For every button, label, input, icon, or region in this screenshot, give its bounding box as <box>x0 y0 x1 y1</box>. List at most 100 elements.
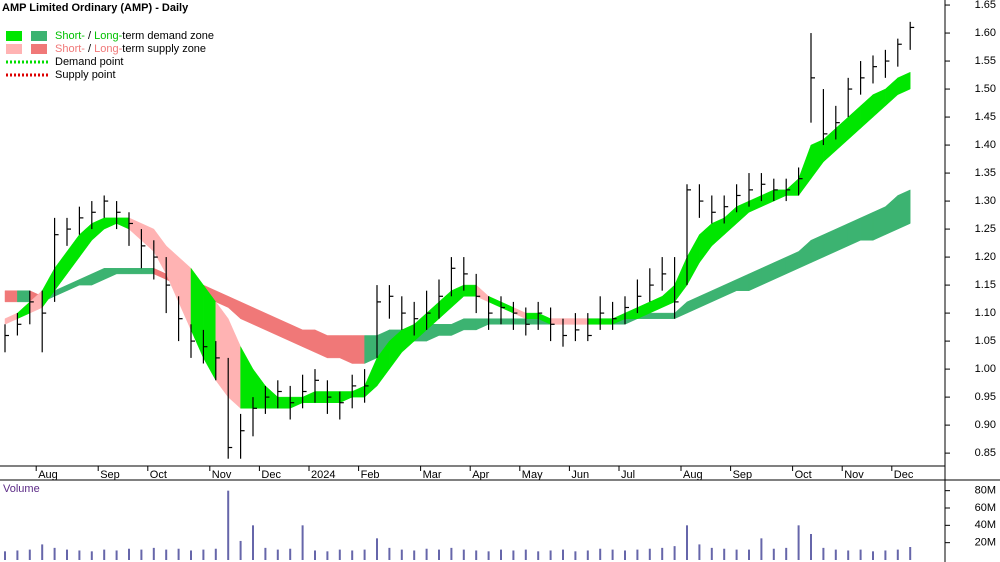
legend-swatch <box>31 31 47 41</box>
y-tick-label: 0.95 <box>975 391 996 403</box>
long-zone <box>649 312 663 319</box>
volume-bar <box>772 548 775 560</box>
y-tick-label: 1.00 <box>975 363 996 375</box>
short-zone <box>562 318 576 325</box>
volume-bar <box>636 549 639 560</box>
volume-bar <box>103 549 106 560</box>
volume-bar <box>896 549 899 560</box>
volume-bar <box>710 547 713 560</box>
volume-bar <box>115 550 118 560</box>
long-zone <box>327 335 341 359</box>
x-tick-label: Oct <box>150 469 167 481</box>
long-zone <box>872 206 886 241</box>
y-tick-label: 1.15 <box>975 279 996 291</box>
volume-bar <box>909 547 912 560</box>
volume-bar <box>90 551 93 560</box>
volume-tick-label: 40M <box>975 519 996 531</box>
long-zone <box>525 318 539 325</box>
long-zone <box>351 335 365 364</box>
x-tick-label: Apr <box>472 469 489 481</box>
x-tick-label: Aug <box>683 469 703 481</box>
legend-text-part: term supply zone <box>122 43 206 55</box>
short-zone <box>215 301 229 398</box>
short-zone <box>314 391 328 403</box>
volume-bar <box>351 550 354 560</box>
volume-bar <box>264 547 267 560</box>
short-zone <box>277 396 291 409</box>
volume-bar <box>586 550 589 560</box>
volume-bar <box>66 549 68 560</box>
long-zone <box>513 318 527 325</box>
volume-bar <box>524 549 527 560</box>
volume-bar <box>28 549 31 560</box>
volume-bar <box>562 549 564 560</box>
legend-text-part: Long- <box>94 43 122 55</box>
volume-bar <box>810 534 812 560</box>
volume-bar <box>78 550 81 560</box>
y-tick-label: 1.05 <box>975 335 996 347</box>
volume-bar <box>239 540 242 560</box>
volume-bar <box>289 548 292 560</box>
x-tick-label: Feb <box>361 469 380 481</box>
volume-bar <box>363 549 366 560</box>
y-tick-label: 0.85 <box>975 447 996 459</box>
y-tick-label: 1.30 <box>975 195 996 207</box>
volume-bar <box>661 547 664 560</box>
volume-bar <box>735 549 738 560</box>
volume-bar <box>214 548 217 560</box>
legend-label: Demand point <box>55 56 124 68</box>
volume-bar <box>400 549 403 560</box>
legend-swatch <box>6 31 22 41</box>
volume-bar <box>438 549 440 560</box>
volume-tick-label: 80M <box>975 485 996 497</box>
volume-tick-label: 60M <box>975 502 996 514</box>
short-zone <box>463 284 477 297</box>
short-zone <box>587 318 601 325</box>
volume-bar <box>599 548 602 560</box>
x-tick-label: Dec <box>261 469 281 481</box>
y-tick-label: 1.60 <box>975 27 996 39</box>
short-zone <box>550 318 564 325</box>
legend-text-part: Short- <box>55 43 85 55</box>
volume-bar <box>500 549 502 560</box>
legend-text-part: Long- <box>94 30 122 42</box>
volume-bar <box>202 549 205 560</box>
legend-text-part: term demand zone <box>122 30 214 42</box>
volume-bar <box>450 547 453 560</box>
y-tick-label: 1.55 <box>975 55 996 67</box>
long-zone <box>141 268 155 275</box>
volume-tick-label: 20M <box>975 537 996 549</box>
x-tick-label: Mar <box>423 469 442 481</box>
x-tick-label: Nov <box>844 469 864 481</box>
x-tick-label: Nov <box>212 469 232 481</box>
x-tick-label: Jun <box>571 469 589 481</box>
volume-bar <box>698 544 701 560</box>
volume-bar <box>760 538 763 560</box>
volume-bar <box>686 525 688 560</box>
volume-bar <box>128 548 130 560</box>
volume-bar <box>748 549 750 560</box>
axes: 0.85 0.90 0.95 1.00 1.05 1.10 1.15 1.20 1.25 1.30… <box>35 0 996 549</box>
x-tick-label: Oct <box>795 469 812 481</box>
volume-bars <box>4 490 912 560</box>
volume-label: Volume <box>3 483 40 495</box>
legend-swatch <box>6 44 22 54</box>
volume-bar <box>624 550 626 560</box>
volume-bar <box>425 548 428 560</box>
long-zone <box>661 312 675 319</box>
long-zone <box>488 318 502 325</box>
volume-bar <box>723 548 726 560</box>
legend-label: Short- / Long-term supply zone <box>55 43 206 55</box>
volume-bar <box>338 549 341 560</box>
y-tick-label: 1.45 <box>975 111 996 123</box>
volume-bar <box>834 549 837 560</box>
y-tick-label: 1.20 <box>975 251 996 263</box>
x-tick-label: Dec <box>894 469 914 481</box>
long-zone <box>128 268 142 275</box>
volume-bar <box>376 538 378 560</box>
volume-bar <box>4 551 6 560</box>
x-tick-label: Jul <box>621 469 635 481</box>
zones <box>4 71 911 409</box>
volume-bar <box>797 525 800 560</box>
